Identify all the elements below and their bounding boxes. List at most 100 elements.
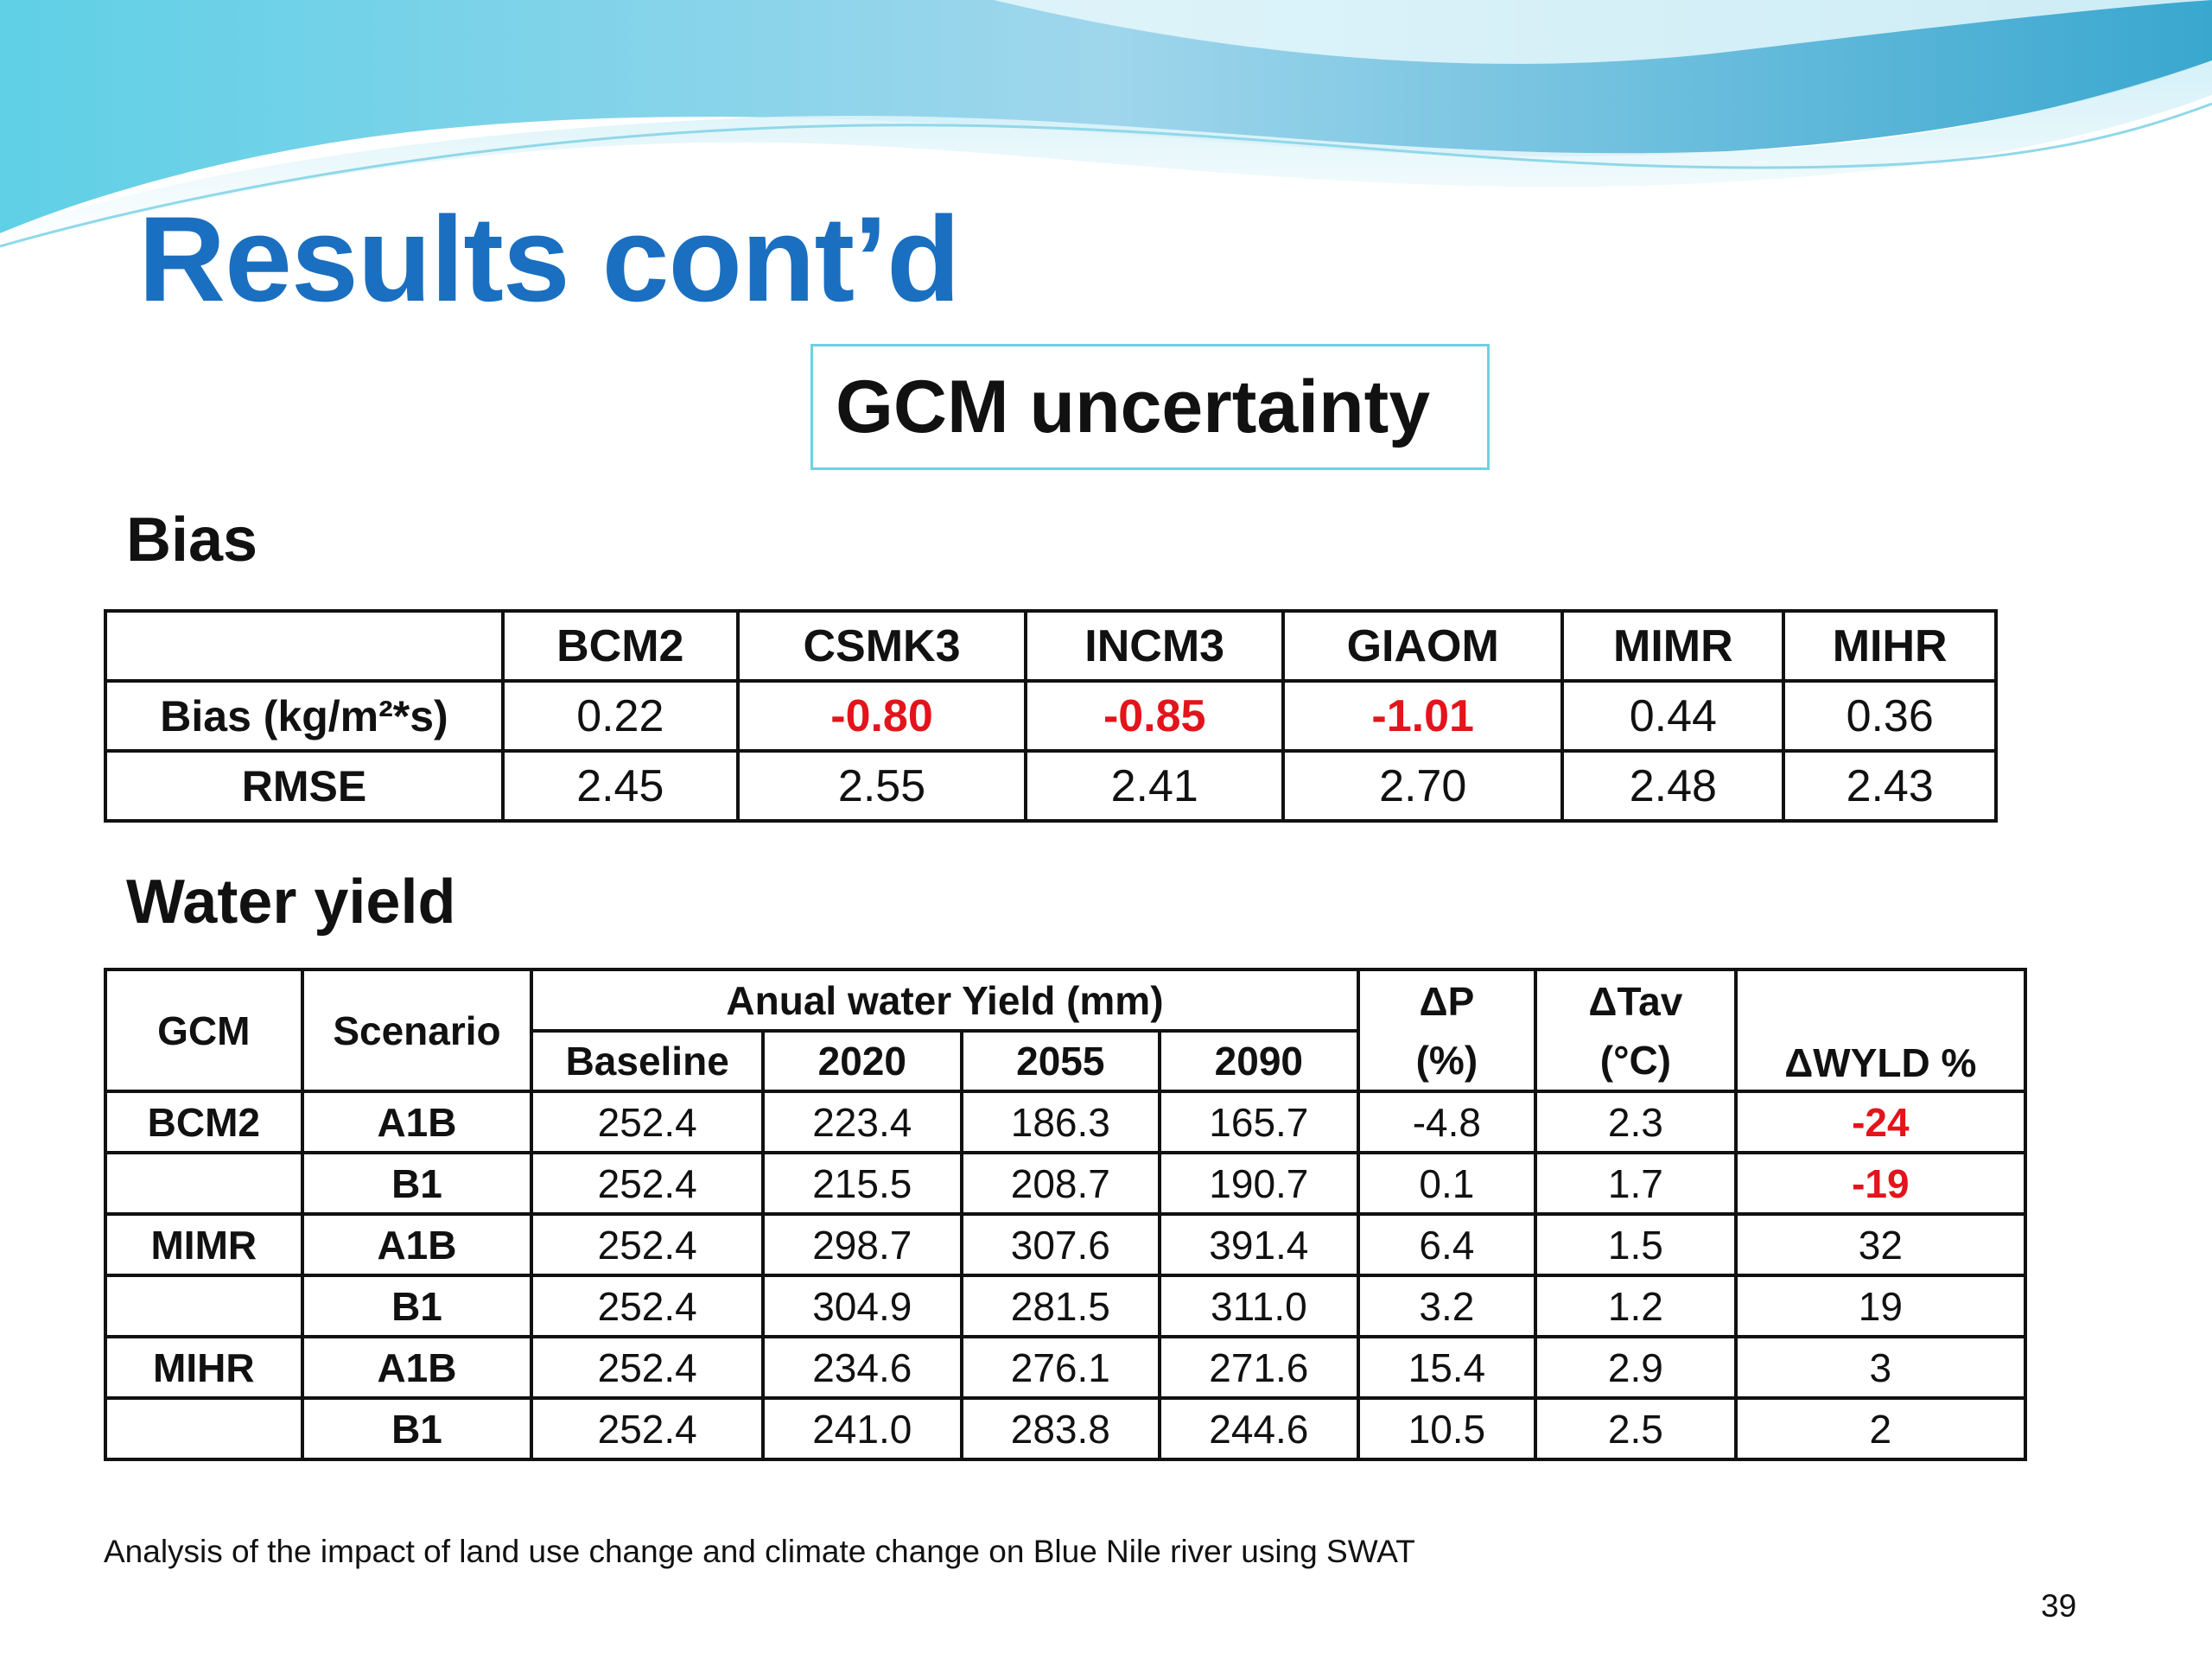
bias-cell-negative: -0.85 bbox=[1024, 679, 1285, 753]
wy-cell-2020: 241.0 bbox=[761, 1396, 963, 1461]
wy-cell-baseline: 252.4 bbox=[530, 1274, 766, 1338]
bias-cell-negative: -0.80 bbox=[735, 679, 1028, 753]
rmse-cell: 2.43 bbox=[1782, 749, 1998, 823]
wy-cell-baseline: 252.4 bbox=[530, 1335, 766, 1400]
wy-cell-baseline: 252.4 bbox=[530, 1090, 766, 1154]
bias-col-header: BCM2 bbox=[501, 609, 740, 683]
rmse-cell: 2.70 bbox=[1281, 749, 1565, 823]
wy-cell-dtav: 1.5 bbox=[1534, 1212, 1738, 1277]
bias-heading: Bias bbox=[126, 505, 258, 575]
wy-cell-2020: 304.9 bbox=[761, 1274, 963, 1338]
rmse-row: RMSE 2.45 2.55 2.41 2.70 2.48 2.43 bbox=[104, 749, 1998, 823]
wy-cell-2020: 298.7 bbox=[761, 1212, 963, 1277]
wy-cell-2055: 283.8 bbox=[959, 1396, 1162, 1461]
wy-header-dp-top: ΔP bbox=[1356, 968, 1538, 1031]
bias-col-header: GIAOM bbox=[1281, 609, 1565, 683]
slide-title: Results cont’d bbox=[138, 191, 961, 327]
water-yield-heading: Water yield bbox=[126, 868, 456, 937]
wy-cell-baseline: 252.4 bbox=[530, 1396, 766, 1461]
wy-cell-dtav: 1.7 bbox=[1534, 1151, 1738, 1216]
bias-row: Bias (kg/m²*s) 0.22 -0.80 -0.85 -1.01 0.… bbox=[104, 679, 1998, 753]
bias-col-header: CSMK3 bbox=[735, 609, 1028, 683]
wy-cell-2055: 281.5 bbox=[959, 1274, 1162, 1338]
table-row: B1 252.4 241.0 283.8 244.6 10.5 2.5 2 bbox=[104, 1396, 2028, 1461]
wy-cell-dtav: 2.9 bbox=[1534, 1335, 1738, 1400]
table-row: MIMR A1B 252.4 298.7 307.6 391.4 6.4 1.5… bbox=[104, 1212, 2028, 1277]
wy-cell-2020: 234.6 bbox=[761, 1335, 963, 1400]
table-row: BCM2 A1B 252.4 223.4 186.3 165.7 -4.8 2.… bbox=[104, 1090, 2028, 1154]
wy-header-scenario: Scenario bbox=[300, 968, 534, 1093]
wy-cell-dtav: 1.2 bbox=[1534, 1274, 1738, 1338]
wy-cell-baseline: 252.4 bbox=[530, 1212, 766, 1277]
wy-cell-dtav: 2.5 bbox=[1534, 1396, 1738, 1461]
wy-cell-2090: 391.4 bbox=[1158, 1212, 1360, 1277]
wy-cell-2090: 165.7 bbox=[1158, 1090, 1360, 1154]
wy-header-gcm: GCM bbox=[104, 968, 304, 1093]
bias-col-header: MIMR bbox=[1560, 609, 1786, 683]
wy-cell-dp: 3.2 bbox=[1356, 1274, 1538, 1338]
wy-cell-dp: 6.4 bbox=[1356, 1212, 1538, 1277]
bias-cell: 0.44 bbox=[1560, 679, 1786, 753]
wy-cell-gcm: BCM2 bbox=[104, 1090, 304, 1154]
wy-cell-scenario: A1B bbox=[300, 1090, 534, 1154]
bias-col-header: MIHR bbox=[1782, 609, 1998, 683]
wy-cell-2020: 223.4 bbox=[761, 1090, 963, 1154]
wy-cell-scenario: A1B bbox=[300, 1212, 534, 1277]
wy-cell-dp: 0.1 bbox=[1356, 1151, 1538, 1216]
wy-cell-2090: 271.6 bbox=[1158, 1335, 1360, 1400]
rmse-cell: 2.55 bbox=[735, 749, 1028, 823]
bias-header-row: BCM2 CSMK3 INCM3 GIAOM MIMR MIHR bbox=[104, 609, 1998, 683]
wy-header-row-bottom: Baseline 2020 2055 2090 (%) (°C) bbox=[105, 1029, 2025, 1093]
wy-header-dwyld: ΔWYLD % bbox=[1733, 968, 2028, 1093]
wy-cell-scenario: B1 bbox=[300, 1274, 534, 1338]
wy-cell-gcm: MIHR bbox=[104, 1335, 304, 1400]
wy-cell-gcm bbox=[104, 1396, 304, 1461]
wy-cell-dp: -4.8 bbox=[1356, 1090, 1538, 1154]
wy-header-dtav-bottom: (°C) bbox=[1534, 1031, 1738, 1093]
table-row: B1 252.4 304.9 281.5 311.0 3.2 1.2 19 bbox=[104, 1274, 2028, 1338]
bias-table: BCM2 CSMK3 INCM3 GIAOM MIMR MIHR Bias (k… bbox=[104, 609, 1998, 823]
wy-header-baseline: Baseline bbox=[530, 1029, 766, 1093]
rmse-cell: 2.41 bbox=[1024, 749, 1285, 823]
header-wave-decoration bbox=[0, 0, 2212, 251]
wy-cell-2055: 208.7 bbox=[959, 1151, 1162, 1216]
wy-cell-gcm bbox=[104, 1151, 304, 1216]
wy-cell-2055: 307.6 bbox=[959, 1212, 1162, 1277]
water-yield-table: GCM Scenario Anual water Yield (mm) ΔP Δ… bbox=[104, 968, 2028, 1461]
bias-col-header: INCM3 bbox=[1024, 609, 1285, 683]
wy-cell-2055: 186.3 bbox=[959, 1090, 1162, 1154]
bias-col-header-empty bbox=[104, 609, 505, 683]
wy-cell-gcm: MIMR bbox=[104, 1212, 304, 1277]
wy-cell-dtav: 2.3 bbox=[1534, 1090, 1738, 1154]
wy-cell-dwyld: 2 bbox=[1733, 1396, 2028, 1461]
table-row: MIHR A1B 252.4 234.6 276.1 271.6 15.4 2.… bbox=[104, 1335, 2028, 1400]
bias-cell-negative: -1.01 bbox=[1281, 679, 1565, 753]
wy-cell-dp: 15.4 bbox=[1356, 1335, 1538, 1400]
wy-cell-dwyld-negative: -19 bbox=[1733, 1151, 2028, 1216]
footer-caption: Analysis of the impact of land use chang… bbox=[104, 1534, 1415, 1569]
wy-cell-2020: 215.5 bbox=[761, 1151, 963, 1216]
wy-cell-baseline: 252.4 bbox=[530, 1151, 766, 1216]
wy-cell-2055: 276.1 bbox=[959, 1335, 1162, 1400]
wy-header-row-top: GCM Scenario Anual water Yield (mm) ΔP Δ… bbox=[104, 968, 2028, 1093]
wy-cell-2090: 190.7 bbox=[1158, 1151, 1360, 1216]
wy-cell-gcm bbox=[104, 1274, 304, 1338]
wy-cell-scenario: A1B bbox=[300, 1335, 534, 1400]
bias-cell: 0.36 bbox=[1782, 679, 1998, 753]
bias-cell: 0.22 bbox=[501, 679, 740, 753]
subtitle-box: GCM uncertainty bbox=[810, 344, 1490, 470]
wy-header-2055: 2055 bbox=[959, 1029, 1162, 1093]
bias-row-label: Bias (kg/m²*s) bbox=[104, 679, 505, 753]
rmse-cell: 2.45 bbox=[501, 749, 740, 823]
rmse-cell: 2.48 bbox=[1560, 749, 1786, 823]
wy-header-dtav-top: ΔTav bbox=[1534, 968, 1738, 1031]
table-row: B1 252.4 215.5 208.7 190.7 0.1 1.7 -19 bbox=[104, 1151, 2028, 1216]
wy-cell-dp: 10.5 bbox=[1356, 1396, 1538, 1461]
wy-cell-2090: 244.6 bbox=[1158, 1396, 1360, 1461]
wy-header-2020: 2020 bbox=[761, 1029, 963, 1093]
wy-cell-scenario: B1 bbox=[300, 1396, 534, 1461]
wy-header-2090: 2090 bbox=[1158, 1029, 1360, 1093]
wy-cell-2090: 311.0 bbox=[1158, 1274, 1360, 1338]
wy-cell-dwyld: 3 bbox=[1733, 1335, 2028, 1400]
wy-cell-dwyld-negative: -24 bbox=[1733, 1090, 2028, 1154]
